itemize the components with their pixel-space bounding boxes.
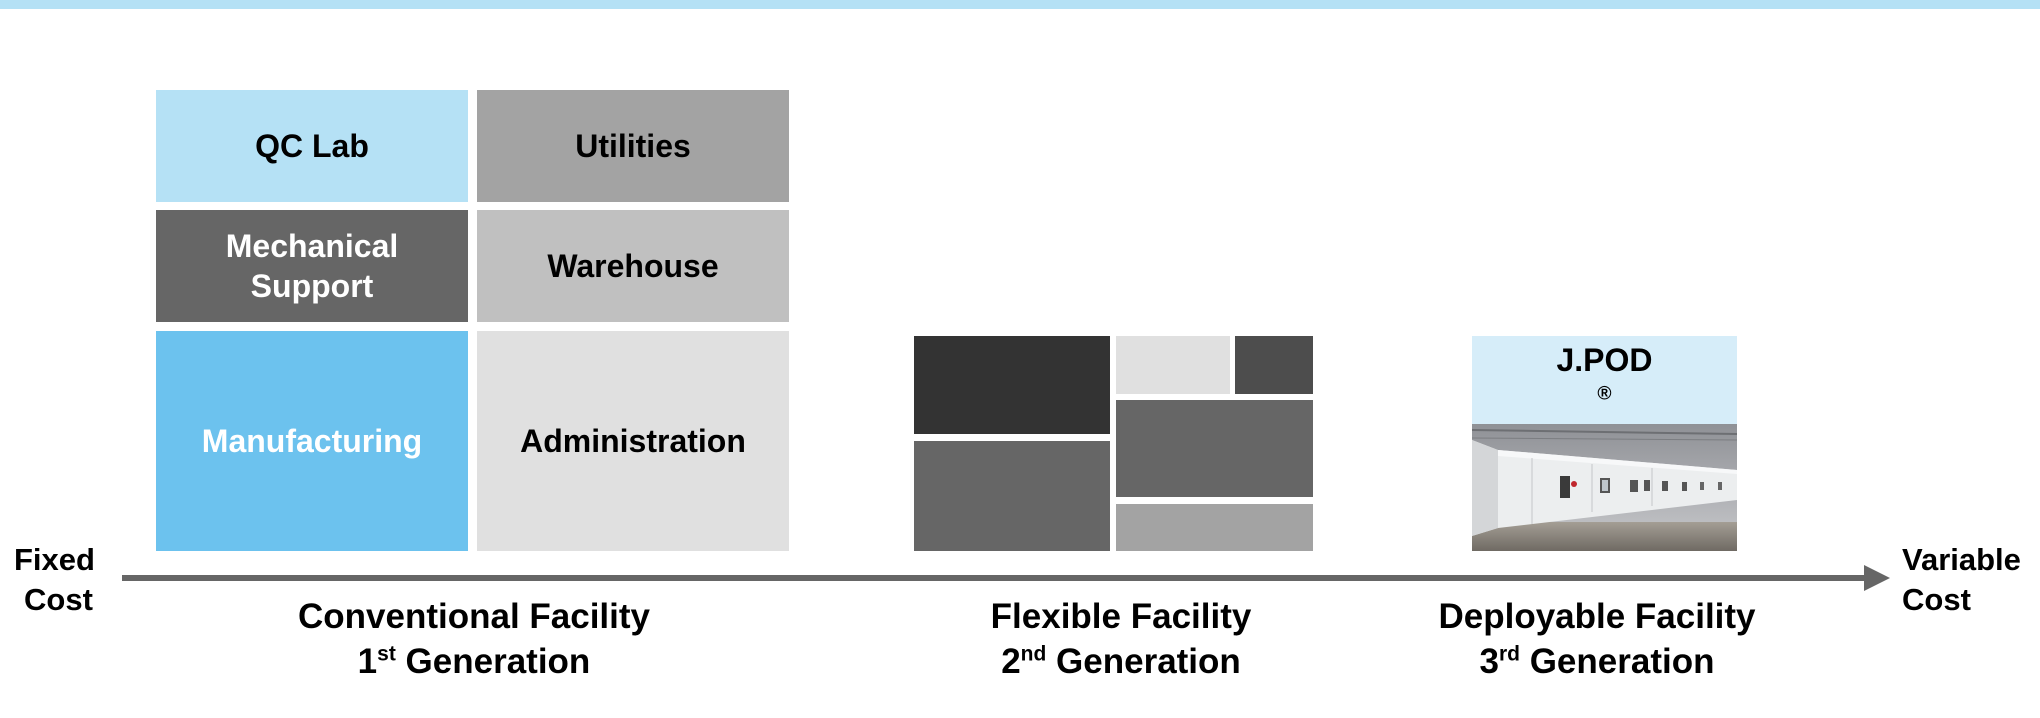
variable-cost-label-line1: Variable (1902, 542, 2021, 577)
cost-axis-line (122, 575, 1867, 581)
fixed-cost-label-line1: Fixed (14, 542, 95, 577)
warehouse-block: Warehouse (477, 210, 789, 322)
flexible-gen-number: 2 (1001, 642, 1021, 681)
top-accent-bar (0, 0, 2040, 9)
jpod-photo (1472, 424, 1737, 551)
flexible-gen-suffix: nd (1020, 642, 1047, 666)
mechanical-support-block: Mechanical Support (156, 210, 468, 322)
deployable-gen-suffix: rd (1498, 642, 1520, 666)
flexible-facility-caption: Flexible Facility 2nd Generation (921, 594, 1321, 684)
flexible-block-3 (1235, 336, 1313, 394)
qc-lab-label: QC Lab (255, 128, 369, 164)
qc-lab-block: QC Lab (156, 90, 468, 202)
flexible-block-2 (1116, 336, 1230, 394)
flexible-caption-line2: 2nd Generation (921, 639, 1321, 684)
administration-block: Administration (477, 331, 789, 551)
conventional-gen-word: Generation (395, 642, 591, 681)
mechanical-support-label-line2: Support (250, 268, 374, 304)
variable-cost-label-line2: Cost (1902, 582, 1971, 617)
deployable-gen-word: Generation (1519, 642, 1715, 681)
mechanical-support-label-line1: Mechanical (225, 228, 399, 264)
flexible-block-5 (1116, 400, 1313, 497)
flexible-block-1 (914, 336, 1110, 434)
warehouse-label: Warehouse (547, 248, 719, 284)
cost-axis-arrowhead (1864, 565, 1890, 591)
flexible-block-6 (1116, 504, 1313, 551)
conventional-gen-number: 1 (357, 642, 378, 681)
flexible-block-4 (914, 441, 1110, 551)
deployable-caption-line1: Deployable Facility (1438, 597, 1756, 636)
manufacturing-block: Manufacturing (156, 331, 468, 551)
flexible-gen-word: Generation (1046, 642, 1241, 681)
deployable-caption-line2: 3rd Generation (1397, 639, 1797, 684)
manufacturing-label: Manufacturing (201, 423, 423, 459)
deployable-facility-caption: Deployable Facility 3rd Generation (1397, 594, 1797, 684)
mechanical-support-label: Mechanical Support (226, 226, 399, 306)
jpod-header: J.POD ® (1472, 336, 1737, 424)
flexible-caption-line1: Flexible Facility (990, 597, 1252, 636)
utilities-label: Utilities (575, 128, 691, 164)
jpod-label: J.POD ® (1556, 340, 1652, 420)
conventional-facility-caption: Conventional Facility 1st Generation (224, 594, 724, 684)
registered-mark: ® (1597, 383, 1612, 405)
variable-cost-label: Variable Cost (1902, 540, 2032, 620)
administration-label: Administration (520, 423, 746, 459)
jpod-label-text: J.POD (1556, 342, 1653, 378)
jpod-photo-illustration (1472, 424, 1737, 551)
conventional-gen-suffix: st (377, 642, 396, 666)
conventional-caption-line1: Conventional Facility (298, 597, 650, 636)
utilities-block: Utilities (477, 90, 789, 202)
fixed-cost-label-line2: Cost (24, 582, 93, 617)
conventional-caption-line2: 1st Generation (224, 639, 724, 684)
deployable-gen-number: 3 (1479, 642, 1499, 681)
fixed-cost-label: Fixed Cost (14, 540, 114, 620)
